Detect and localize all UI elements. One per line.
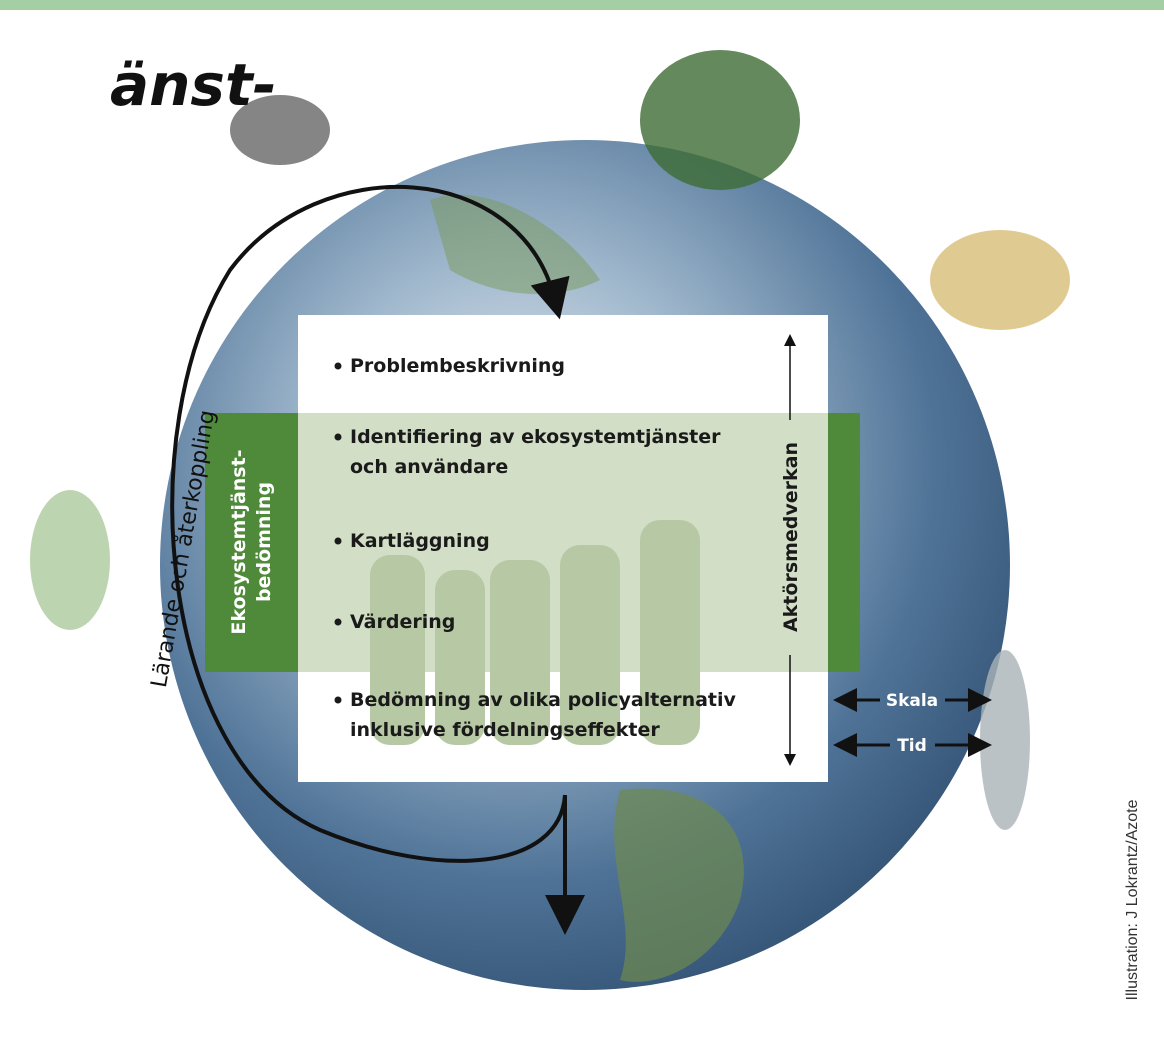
corn bbox=[930, 230, 1070, 330]
bullet bbox=[335, 538, 342, 545]
bullet bbox=[335, 363, 342, 370]
bullet bbox=[335, 434, 342, 441]
illustration: änst- ProblembeskrivningIdentifiering av… bbox=[0, 0, 1164, 1057]
assessment-band-right bbox=[828, 413, 860, 672]
process-step: Bedömning av olika policyalternativ bbox=[350, 689, 737, 711]
scale-label: Skala bbox=[886, 691, 938, 711]
top-bar bbox=[0, 0, 1164, 10]
trees bbox=[640, 50, 800, 190]
credit: Illustration: J Lokrantz/Azote bbox=[1124, 799, 1141, 1000]
assessment-label: Ekosystemtjänst- bbox=[228, 449, 250, 634]
plant bbox=[30, 490, 110, 630]
bullet bbox=[335, 619, 342, 626]
fish bbox=[980, 650, 1030, 830]
process-step: och användare bbox=[350, 456, 508, 478]
process-step: inklusive fördelningseffekter bbox=[350, 719, 660, 741]
cow bbox=[230, 95, 330, 165]
process-step: Värdering bbox=[350, 611, 455, 633]
process-step: Problembeskrivning bbox=[350, 355, 565, 377]
process-step: Kartläggning bbox=[350, 530, 490, 552]
assessment-label: bedömning bbox=[253, 482, 275, 602]
stakeholder-label: Aktörsmedverkan bbox=[780, 442, 802, 632]
process-step: Identifiering av ekosystemtjänster bbox=[350, 426, 721, 448]
bullet bbox=[335, 697, 342, 704]
assessment-band-left bbox=[205, 413, 298, 672]
time-label: Tid bbox=[897, 736, 927, 756]
page: änst- ProblembeskrivningIdentifiering av… bbox=[0, 0, 1164, 1057]
